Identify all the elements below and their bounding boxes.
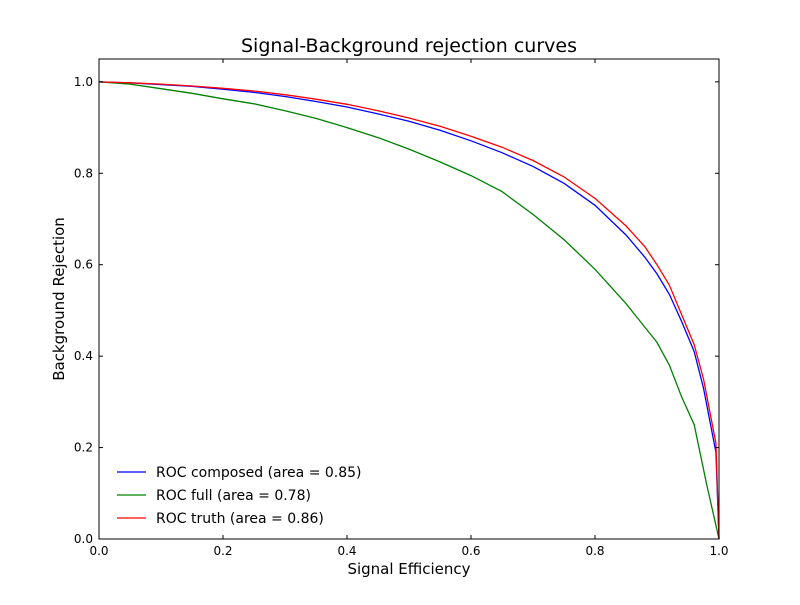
y-tick-label: 0.4	[74, 349, 93, 363]
series-line-composed	[98, 81, 720, 540]
tick-layer: 0.0 0.2 0.4 0.6 0.8 1.0 0.0 0.2 0.4 0.6 0.8 1.0	[74, 59, 729, 558]
plot-frame	[98, 58, 720, 540]
x-tick-label: 0.6	[461, 544, 480, 558]
y-tick-label: 0.6	[74, 258, 93, 272]
y-tick-label: 0.8	[74, 166, 93, 180]
series-line-truth	[98, 81, 720, 540]
x-tick-label: 0.8	[585, 544, 604, 558]
x-axis-label: Signal Efficiency	[347, 560, 470, 578]
y-tick-label: 0.0	[74, 532, 93, 546]
legend-label-truth: ROC truth (area = 0.86)	[156, 511, 324, 527]
y-tick-label: 0.2	[74, 441, 93, 455]
y-axis-label: Background Rejection	[50, 217, 68, 381]
x-tick-label: 0.4	[337, 544, 356, 558]
y-tick-label: 1.0	[74, 75, 93, 89]
chart-title: Signal-Background rejection curves	[241, 35, 577, 57]
x-tick-label: 0.0	[89, 544, 108, 558]
legend-label-composed: ROC composed (area = 0.85)	[156, 465, 362, 481]
legend: ROC composed (area = 0.85) ROC full (are…	[117, 465, 362, 527]
x-tick-label: 0.2	[213, 544, 232, 558]
legend-label-full: ROC full (area = 0.78)	[156, 488, 311, 504]
series-layer	[98, 81, 720, 540]
x-tick-label: 1.0	[709, 544, 728, 558]
series-line-full	[98, 81, 720, 540]
